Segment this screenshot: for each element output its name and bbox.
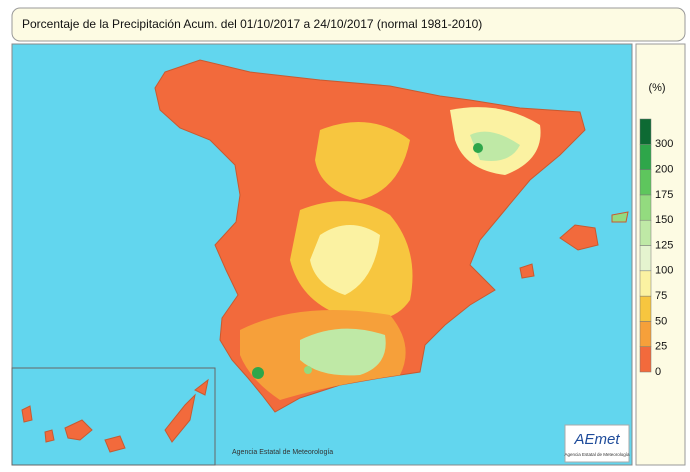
legend-tick-label: 100 [655,265,673,277]
island [164,393,196,443]
zone-75-100 [310,225,380,295]
legend-tick-label: 50 [655,315,667,327]
zone-150-175 [304,366,312,374]
island [64,419,93,441]
legend-tick-label: 175 [655,189,673,201]
legend-tick-label: 75 [655,290,667,302]
title-box [11,7,686,42]
zone-200-300 [473,143,483,153]
zone-125-150 [470,131,520,161]
legend-swatch [639,245,652,272]
logo: AEmet [573,431,620,448]
zone-50-75 [315,122,410,200]
zone-200-300 [252,367,264,379]
ibiza [519,263,535,279]
legend-tick-label: 200 [655,164,673,176]
zone-125-150 [300,328,386,376]
legend-tick-label: 300 [655,138,673,150]
logo-box [564,424,630,463]
island [194,378,209,396]
legend-swatch [639,118,652,145]
legend-tick-label: 150 [655,214,673,226]
legend-swatch [639,144,652,170]
spain [154,59,629,413]
legend-swatch [639,321,652,347]
logo-subtitle: Agencia Estatal de Meteorología [564,452,630,457]
legend-tick-label: 0 [655,366,661,378]
island [104,435,126,453]
legend-unit: (%) [648,82,665,94]
mallorca [559,224,599,251]
legend-swatch [639,169,652,196]
menorca [611,211,629,223]
canary-islands [21,378,209,453]
title: Porcentaje de la Precipitación Acum. del… [22,17,482,31]
legend: 0 25 50 75 100 125 150 175 200 300 [639,118,673,378]
legend-swatch [639,219,652,246]
legend-tick-label: 125 [655,239,673,251]
legend-swatch [639,270,652,297]
legend-swatch [639,346,652,373]
island [21,405,33,423]
credit: Agencia Estatal de Meteorología [232,449,333,456]
island [44,429,55,443]
legend-tick-label: 25 [655,341,667,353]
canary-inset [11,367,216,466]
legend-swatch [639,295,652,322]
legend-swatch [639,194,652,221]
